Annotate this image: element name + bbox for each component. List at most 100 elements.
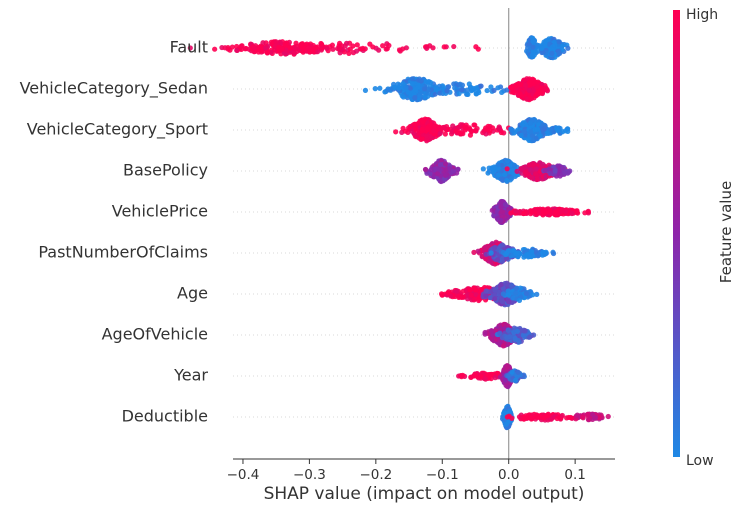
shap-point	[315, 49, 321, 55]
shap-point	[435, 171, 441, 177]
shap-point	[405, 125, 412, 131]
shap-point	[562, 170, 568, 176]
shap-point	[419, 126, 425, 132]
shap-point	[540, 49, 546, 55]
shap-point	[342, 43, 348, 49]
shap-point	[415, 120, 422, 126]
shap-point	[441, 44, 447, 50]
feature-label: AgeOfVehicle	[102, 325, 208, 344]
shap-points	[187, 35, 611, 431]
shap-point	[511, 162, 518, 169]
feature-labels: Fault VehicleCategory_Sedan VehicleCategor…	[20, 38, 209, 426]
shap-point	[495, 162, 501, 168]
shap-point	[456, 91, 462, 97]
shap-point	[424, 136, 430, 143]
shap-point	[547, 170, 553, 177]
shap-point	[430, 45, 436, 51]
shap-point	[487, 371, 493, 378]
shap-point	[491, 164, 497, 170]
shap-point	[293, 40, 299, 46]
shap-point	[456, 124, 462, 130]
shap-point	[450, 168, 457, 174]
feature-label: Deductible	[122, 407, 208, 426]
shap-point	[337, 50, 343, 56]
shap-point	[460, 131, 466, 137]
x-tick-label: 0.0	[498, 467, 519, 483]
shap-point	[500, 343, 507, 349]
shap-point	[508, 84, 514, 90]
shap-point	[330, 46, 336, 52]
shap-point	[380, 43, 386, 49]
shap-point	[492, 375, 498, 381]
shap-point	[533, 171, 539, 177]
shap-point	[550, 250, 557, 257]
shap-point	[499, 208, 505, 215]
shap-point	[504, 166, 510, 172]
shap-point	[505, 292, 512, 298]
shap-point	[492, 287, 498, 293]
x-tick-label: −0.4	[227, 467, 260, 483]
shap-point	[528, 175, 535, 181]
shap-point	[403, 84, 409, 91]
shap-point	[187, 45, 193, 51]
x-tick-label: −0.1	[426, 467, 459, 483]
shap-point	[402, 128, 408, 134]
shap-point	[499, 168, 505, 174]
shap-point	[480, 130, 486, 136]
shap-point	[393, 129, 399, 135]
shap-point	[530, 87, 537, 94]
shap-point	[273, 39, 279, 45]
shap-point	[555, 127, 561, 134]
shap-point	[329, 42, 336, 48]
shap-point	[337, 40, 343, 46]
shap-point	[518, 132, 524, 139]
shap-point	[428, 167, 434, 173]
shap-point	[605, 413, 611, 420]
feature-label: Fault	[170, 38, 208, 57]
shap-point	[505, 299, 512, 305]
shap-point	[552, 168, 558, 174]
shap-point	[506, 248, 513, 254]
shap-point	[462, 127, 468, 133]
shap-point	[534, 42, 540, 48]
shap-point	[420, 119, 426, 125]
shap-point	[559, 208, 565, 214]
shap-point	[457, 81, 463, 87]
shap-point	[466, 125, 473, 131]
shap-point	[442, 161, 449, 167]
shap-point	[540, 122, 546, 128]
shap-point	[498, 129, 504, 136]
feature-label: Year	[173, 366, 208, 385]
shap-point	[513, 251, 519, 257]
shap-point	[383, 46, 389, 52]
shap-point	[520, 210, 527, 217]
shap-point	[485, 170, 491, 176]
shap-point	[472, 372, 479, 378]
shap-point	[564, 126, 571, 132]
shap-point	[467, 287, 473, 293]
shap-point	[482, 329, 488, 336]
shap-point	[400, 81, 406, 87]
shap-point	[540, 127, 547, 133]
shap-point	[498, 282, 504, 288]
shap-point	[360, 45, 366, 52]
shap-point	[491, 245, 498, 251]
shap-point	[287, 45, 294, 51]
shap-point	[409, 81, 415, 87]
shap-point	[459, 87, 465, 93]
shap-point	[539, 45, 545, 52]
shap-point	[399, 93, 405, 99]
shap-point	[533, 92, 539, 99]
shap-point	[422, 78, 428, 84]
shap-point	[407, 85, 414, 91]
shap-point	[503, 382, 509, 388]
shap-point	[582, 210, 588, 216]
shap-point	[522, 82, 529, 89]
shap-point	[454, 288, 460, 294]
shap-point	[537, 133, 543, 139]
shap-point	[432, 124, 438, 130]
shap-point	[469, 87, 475, 93]
shap-point	[521, 416, 527, 422]
